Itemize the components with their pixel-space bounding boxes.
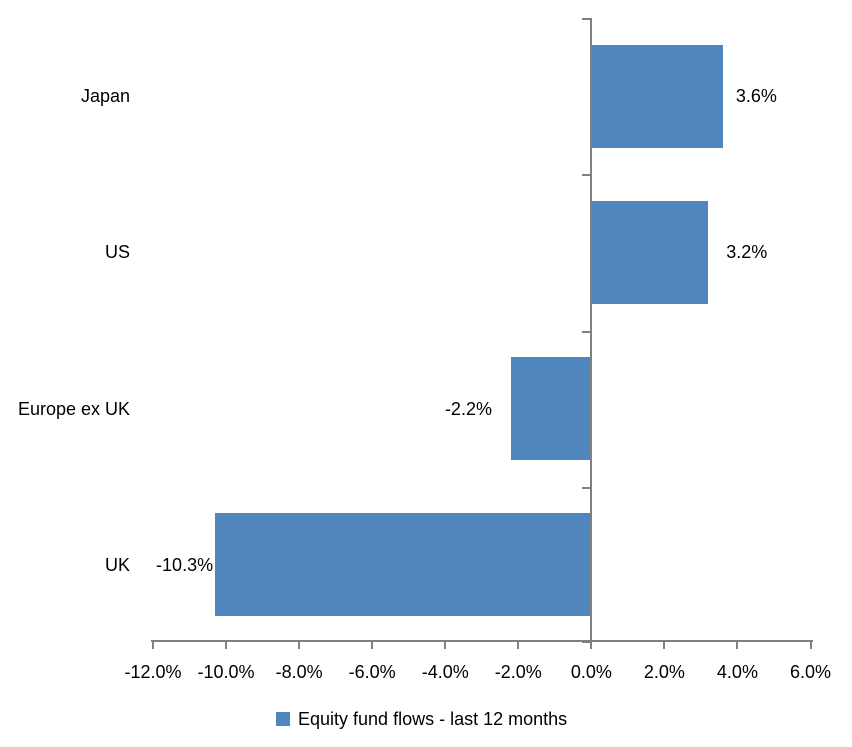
x-axis-tick (444, 640, 447, 649)
bar-uk (215, 513, 592, 617)
x-axis-tick-label: -4.0% (421, 662, 469, 682)
y-axis-tick (582, 486, 591, 489)
x-axis-tick-label: -10.0% (197, 662, 255, 682)
data-label: -2.2% (444, 398, 492, 419)
data-label: 3.6% (735, 86, 777, 107)
category-label: US (104, 242, 130, 263)
x-axis-tick (225, 640, 228, 649)
x-axis-tick-label: 4.0% (716, 662, 758, 682)
y-axis-line (590, 18, 593, 643)
data-label: -10.3% (156, 554, 214, 575)
legend-swatch-icon (276, 712, 290, 726)
x-axis-tick (590, 640, 593, 649)
x-axis-tick (736, 640, 739, 649)
x-axis-tick (298, 640, 301, 649)
x-axis-tick-label: 0.0% (570, 662, 612, 682)
x-axis-tick-label: 2.0% (643, 662, 685, 682)
y-axis-tick (582, 174, 591, 177)
y-axis-tick (582, 18, 591, 20)
x-axis-tick (152, 640, 154, 649)
legend-label: Equity fund flows - last 12 months (298, 709, 568, 729)
y-axis-tick (582, 330, 591, 333)
x-axis-tick (809, 640, 812, 649)
legend: Equity fund flows - last 12 months (276, 709, 567, 729)
x-axis-tick-label: -2.0% (494, 662, 542, 682)
x-axis-tick-label: 6.0% (789, 662, 832, 682)
data-label: 3.2% (726, 242, 768, 263)
category-label: Europe ex UK (17, 398, 130, 419)
x-axis-line (151, 640, 813, 642)
y-axis-tick (582, 641, 591, 643)
category-label: Japan (80, 86, 130, 107)
category-label: UK (104, 554, 130, 575)
x-axis-tick (371, 640, 374, 649)
bar-europe-ex-uk (510, 357, 592, 461)
x-axis-tick (517, 640, 520, 649)
x-axis-tick-label: -6.0% (348, 662, 396, 682)
bar-japan (591, 44, 723, 148)
x-axis-tick-label: -12.0% (124, 662, 182, 682)
x-axis-tick (663, 640, 666, 649)
bar-us (591, 200, 709, 304)
x-axis-tick-label: -8.0% (275, 662, 323, 682)
